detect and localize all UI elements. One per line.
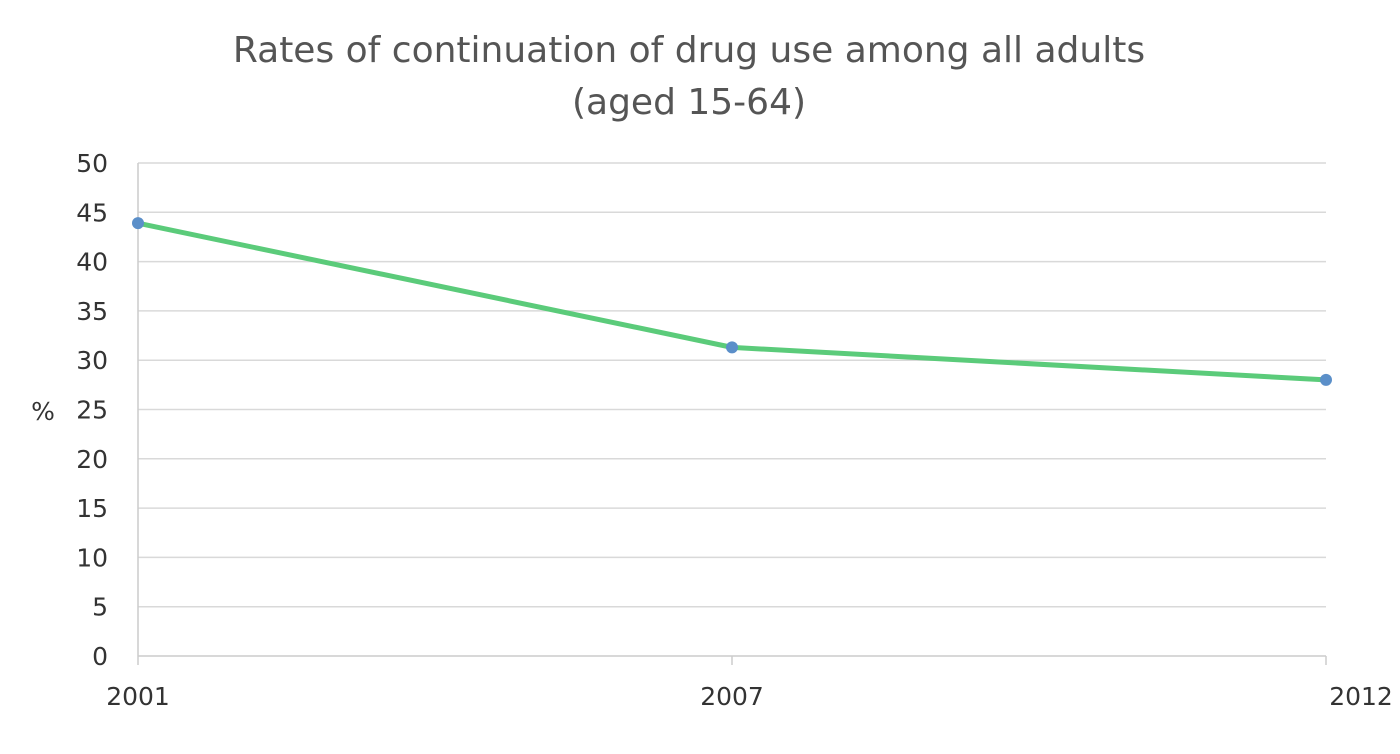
x-tick-label: 2001 <box>106 682 170 711</box>
y-tick-label: 20 <box>76 445 108 474</box>
y-tick-label: 50 <box>76 149 108 178</box>
data-point <box>1320 373 1332 386</box>
y-tick-label: 0 <box>92 642 108 671</box>
y-tick-label: 45 <box>76 198 108 227</box>
y-tick-label: 40 <box>76 248 108 277</box>
y-tick-label: 35 <box>76 297 108 326</box>
series-group <box>132 217 1332 386</box>
y-tick-label: 5 <box>92 593 108 622</box>
chart-subtitle: (aged 15-64) <box>572 82 806 123</box>
data-point <box>132 217 144 230</box>
x-axis-ticks: 2001 2007 2012 <box>106 656 1393 711</box>
series-line <box>135 220 1329 383</box>
y-tick-label: 30 <box>76 346 108 375</box>
x-tick-label: 2007 <box>700 682 764 711</box>
data-point <box>726 341 738 354</box>
y-axis-label: % <box>31 397 55 426</box>
y-tick-label: 15 <box>76 494 108 523</box>
y-tick-label: 10 <box>76 543 108 572</box>
y-tick-label: 25 <box>76 396 108 425</box>
x-tick-label: 2012 <box>1329 682 1393 711</box>
chart-title: Rates of continuation of drug use among … <box>233 30 1145 71</box>
gridlines <box>137 162 1326 657</box>
y-axis-ticks: 0 5 10 15 20 25 30 35 40 45 50 <box>76 149 108 671</box>
